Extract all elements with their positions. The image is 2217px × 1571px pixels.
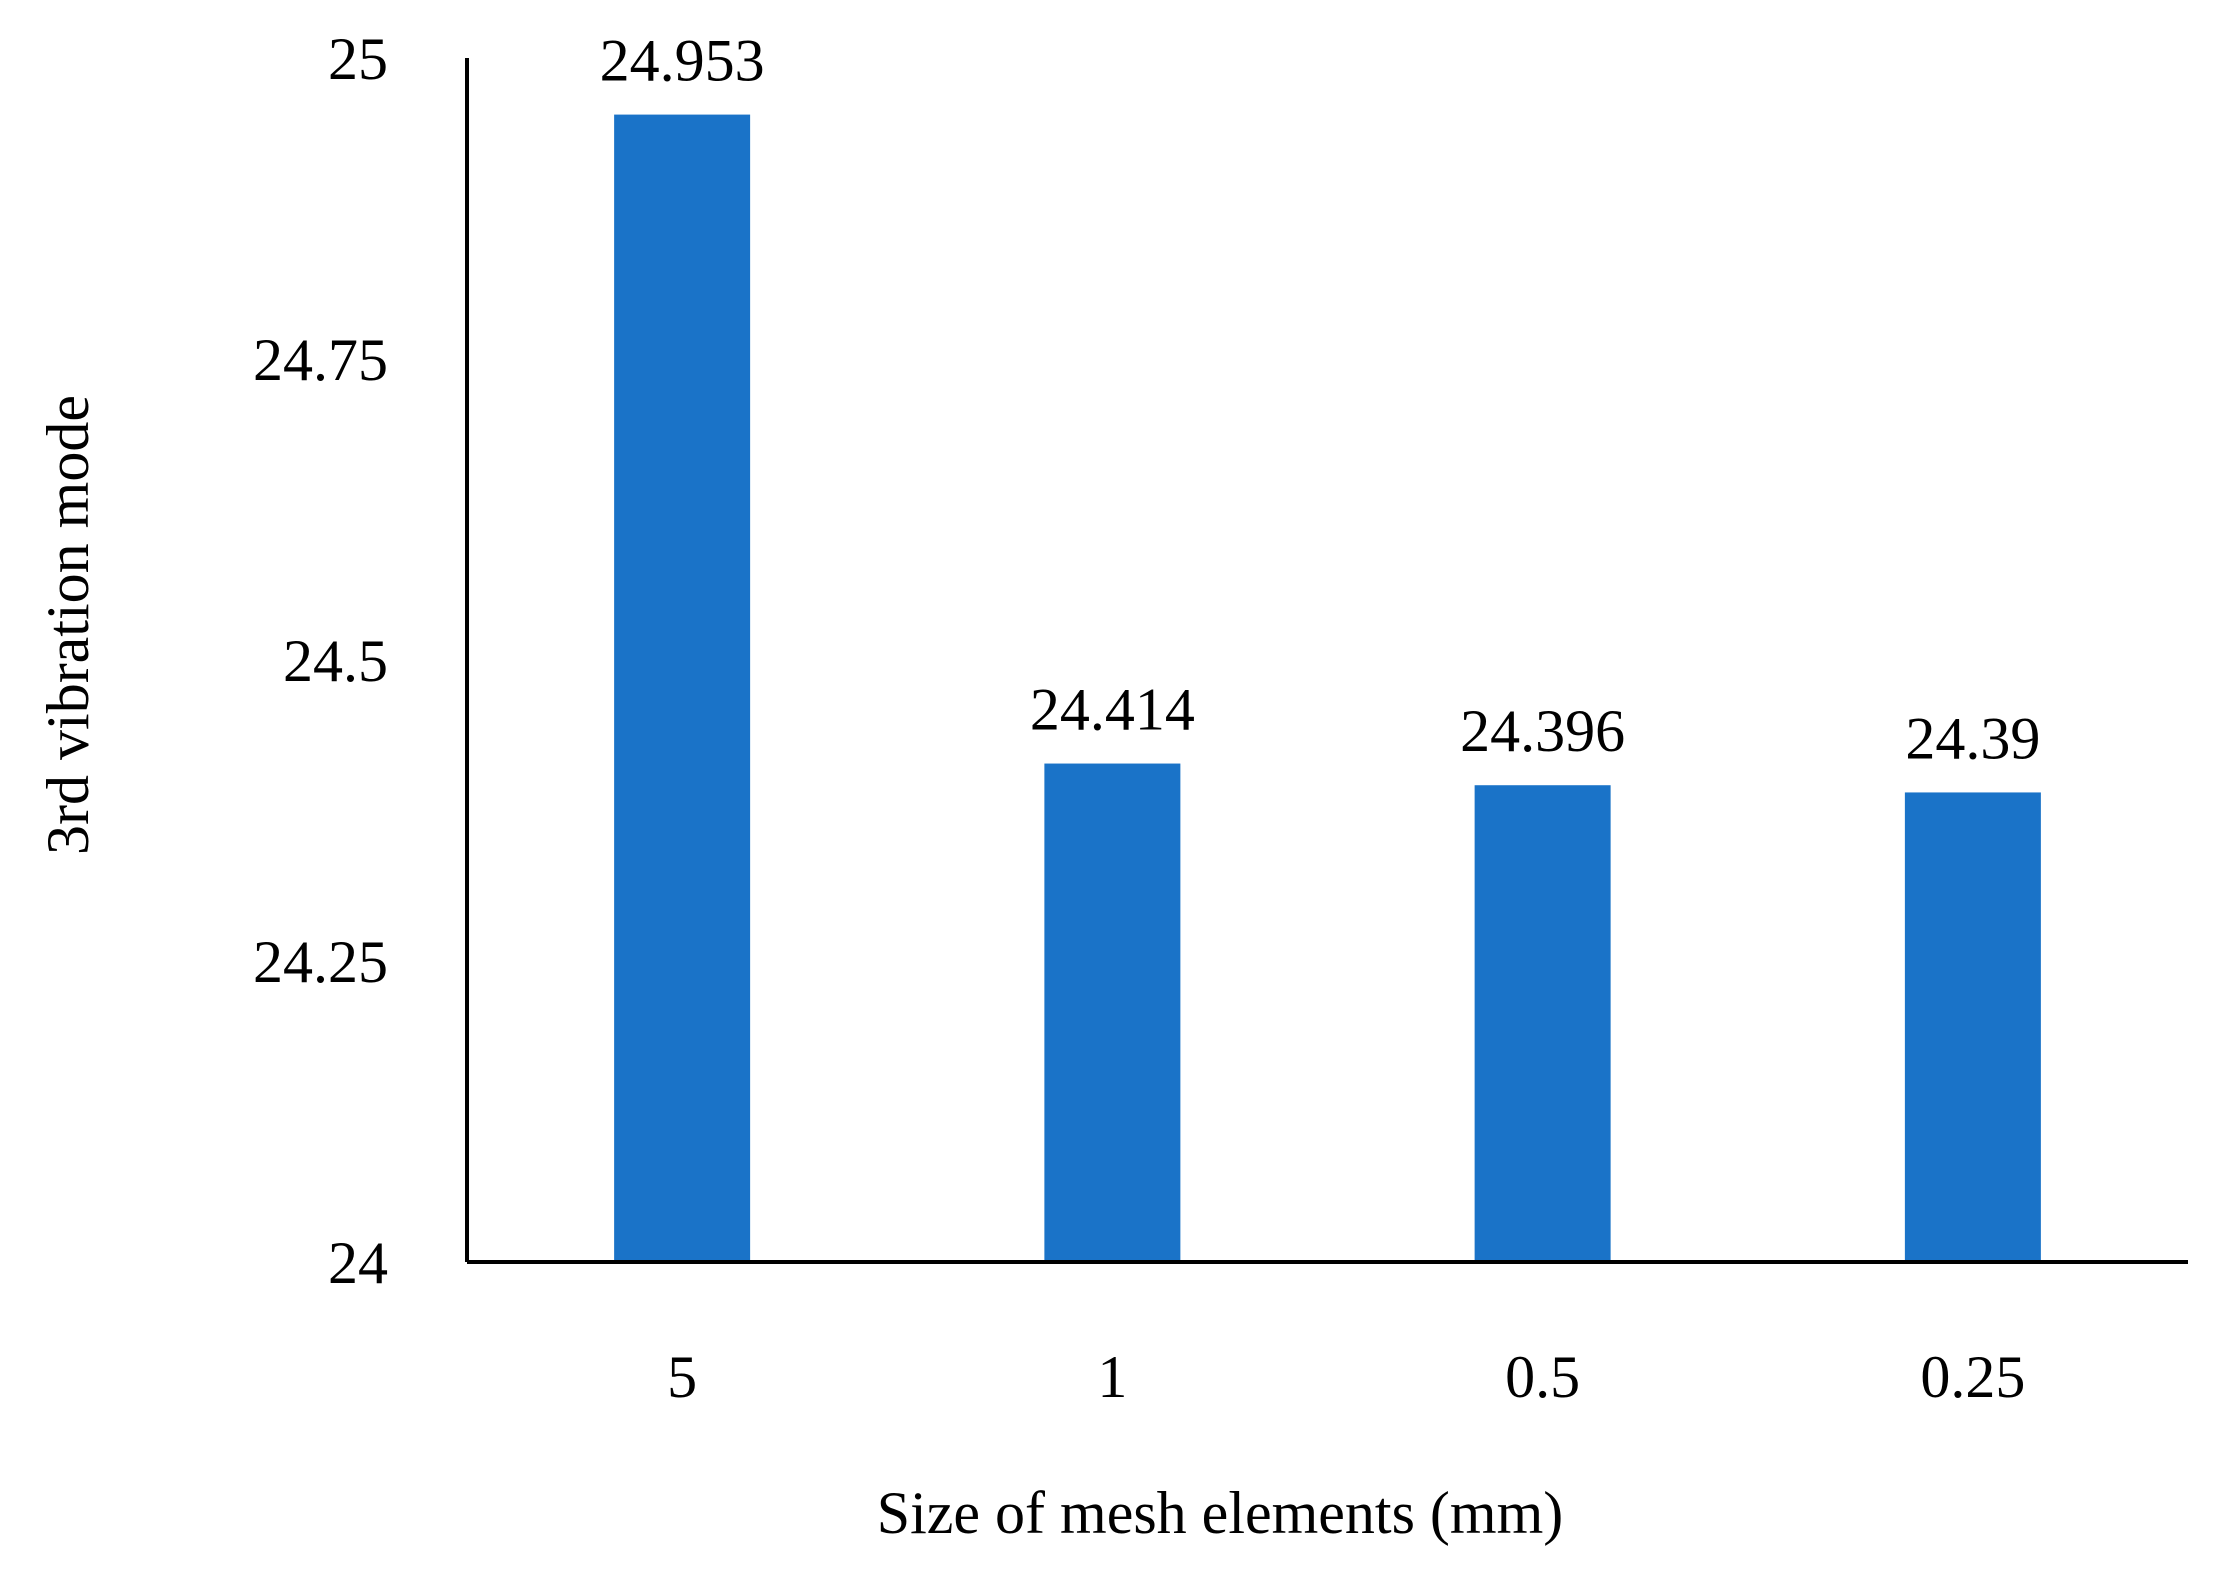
x-axis-ticks: 5 1 0.5 0.25 <box>667 1344 2025 1410</box>
x-tick-label: 1 <box>1097 1344 1127 1410</box>
x-tick-label: 0.5 <box>1505 1344 1580 1410</box>
y-tick-label: 24.75 <box>253 327 388 393</box>
data-labels-group: 24.953 24.414 24.396 24.39 <box>600 28 2041 772</box>
y-axis-ticks: 24 24.25 24.5 24.75 25 <box>253 26 388 1296</box>
bar <box>614 114 751 1262</box>
bar-data-label: 24.953 <box>600 28 765 94</box>
bar <box>1474 785 1611 1262</box>
bar-data-label: 24.396 <box>1460 698 1625 764</box>
y-tick-label: 24.5 <box>283 628 388 694</box>
bar-data-label: 24.414 <box>1030 677 1195 743</box>
x-tick-label: 5 <box>667 1344 697 1410</box>
x-axis-title: Size of mesh elements (mm) <box>877 1480 1563 1546</box>
y-axis-title: 3rd vibration mode <box>35 395 101 855</box>
y-tick-label: 24.25 <box>253 929 388 995</box>
bar <box>1904 792 2041 1262</box>
bars-group <box>614 114 2041 1262</box>
bar-data-label: 24.39 <box>1905 705 2040 771</box>
y-tick-label: 25 <box>328 26 388 92</box>
y-tick-label: 24 <box>328 1230 388 1296</box>
bar <box>1044 763 1181 1262</box>
x-tick-label: 0.25 <box>1920 1344 2025 1410</box>
